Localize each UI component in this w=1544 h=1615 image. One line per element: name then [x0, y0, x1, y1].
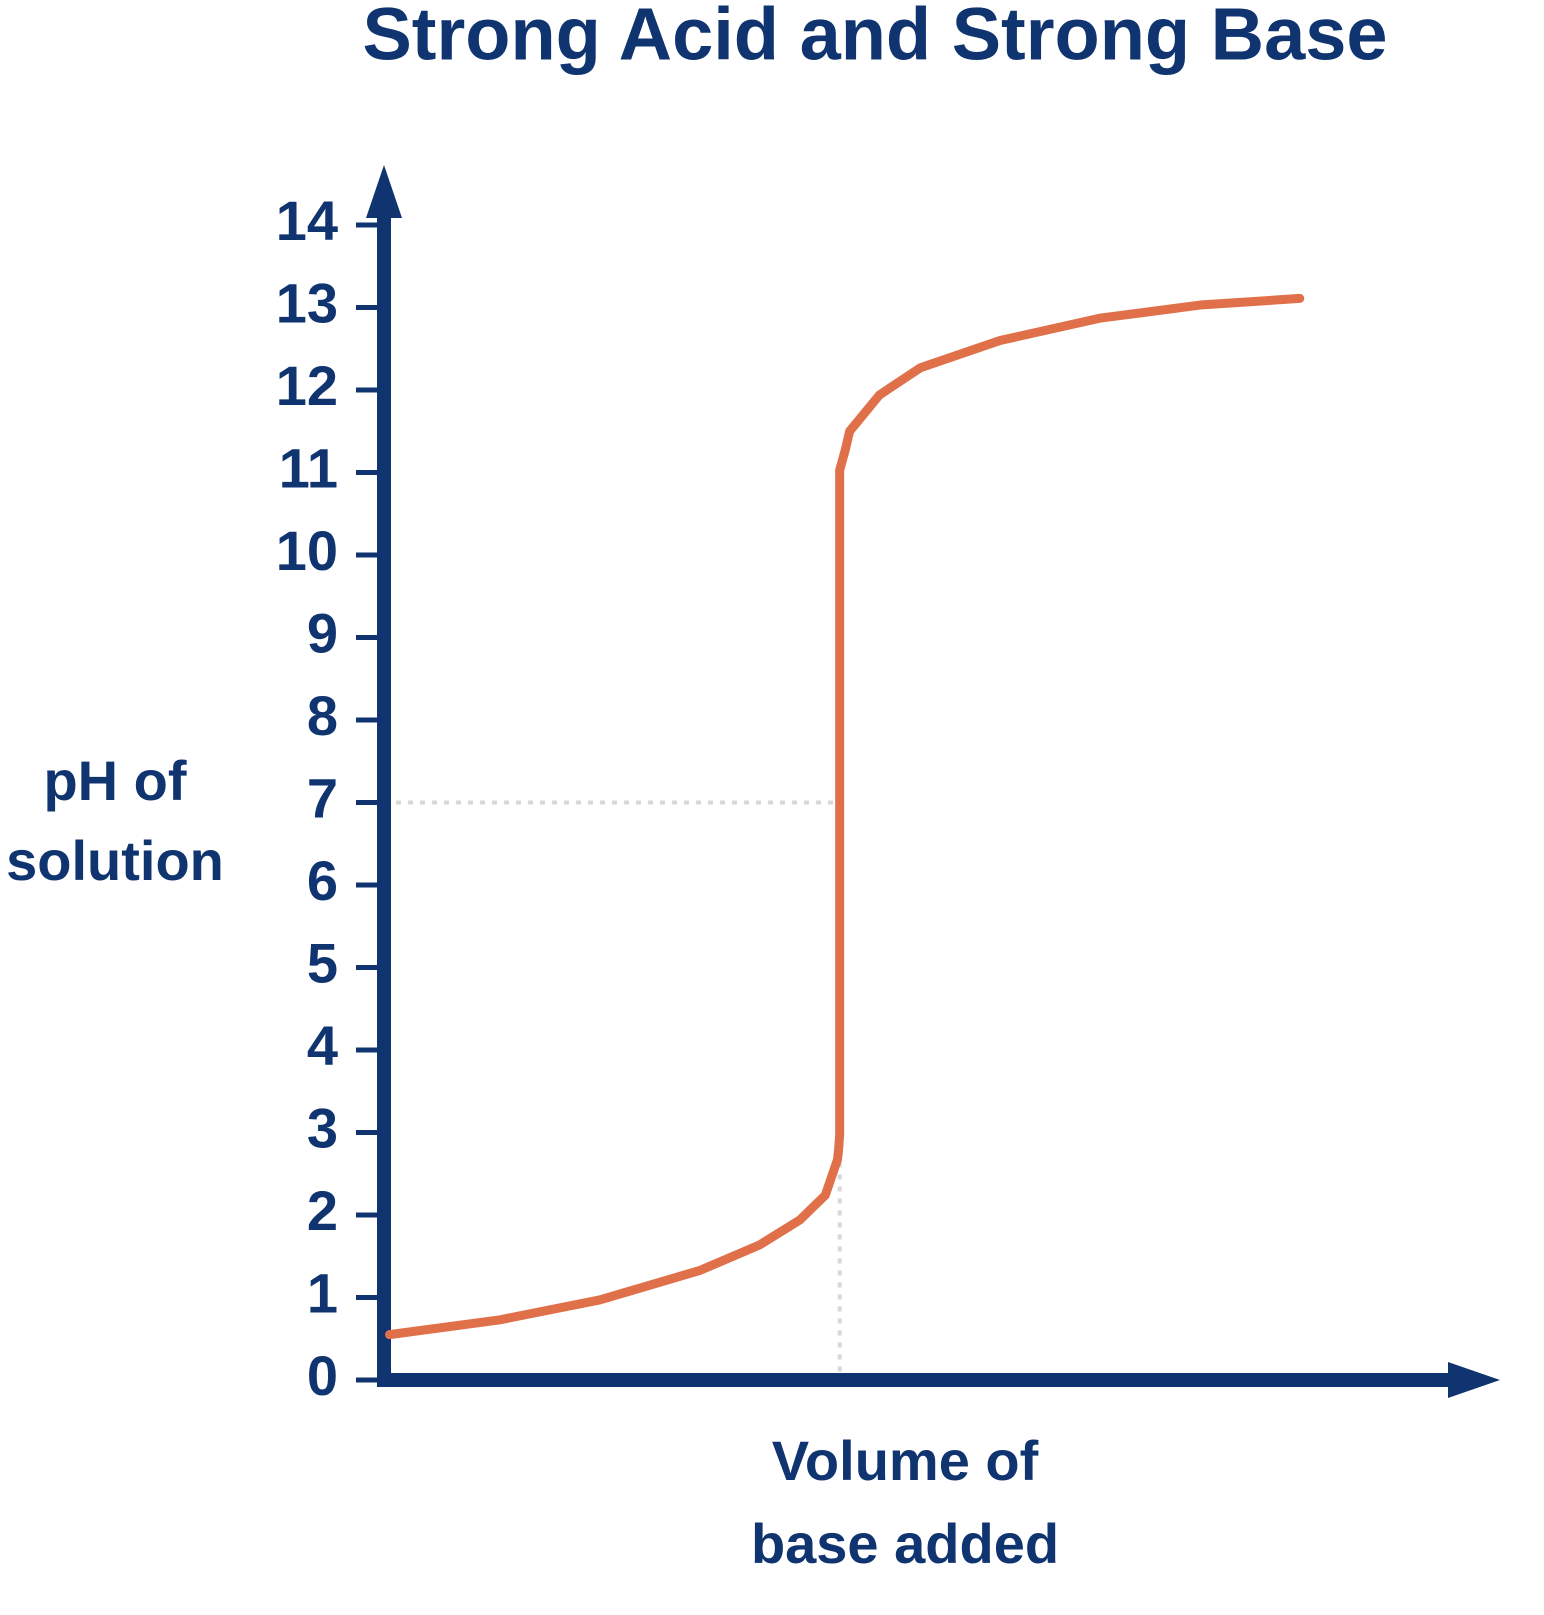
chart-title: Strong Acid and Strong Base: [362, 0, 1387, 76]
y-tick-label: 8: [307, 684, 338, 747]
y-tick-label: 6: [307, 849, 338, 912]
y-tick-label: 4: [307, 1014, 338, 1077]
y-axis-label: solution: [6, 829, 224, 892]
y-tick-label: 7: [307, 766, 338, 829]
x-axis-label: base added: [751, 1512, 1059, 1575]
y-tick-label: 12: [276, 354, 338, 417]
y-tick-label: 3: [307, 1096, 338, 1159]
y-tick-label: 0: [307, 1344, 338, 1407]
x-axis-arrow: [1448, 1362, 1500, 1398]
y-tick-label: 11: [279, 436, 338, 499]
y-tick-label: 2: [307, 1179, 338, 1242]
y-tick-label: 14: [276, 189, 338, 252]
y-tick-label: 10: [276, 519, 338, 582]
y-tick-label: 9: [307, 601, 338, 664]
x-axis-label: Volume of: [772, 1429, 1039, 1492]
y-tick-label: 5: [307, 931, 338, 994]
y-tick-label: 13: [276, 271, 338, 334]
curve: [385, 293, 1305, 1340]
y-axis-arrow: [366, 165, 402, 218]
y-tick-label: 1: [307, 1261, 338, 1324]
y-axis-label: pH of: [43, 749, 186, 812]
